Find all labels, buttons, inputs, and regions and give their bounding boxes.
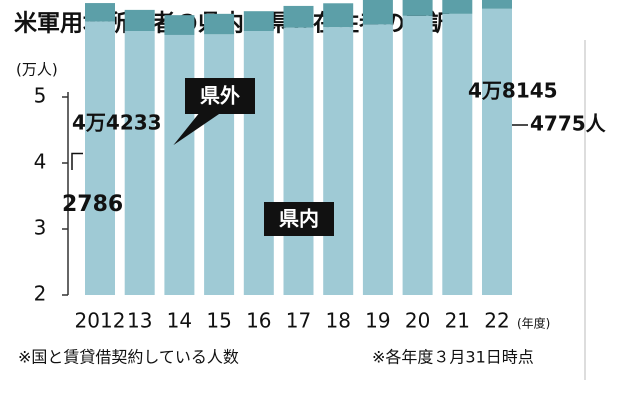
x-tick-label: 21 [445, 309, 470, 333]
bar-segment [283, 27, 314, 295]
bar-segment [243, 11, 274, 31]
x-tick-label: 20 [405, 309, 430, 333]
callout-box [264, 202, 334, 236]
bar-segment [323, 27, 354, 295]
value-label: 2786 [62, 192, 123, 217]
bar-segment [323, 3, 354, 28]
bar-segment [283, 5, 314, 28]
note: ※各年度３月31日時点 [372, 348, 534, 367]
bar-segment [482, 0, 512, 9]
bar-segment [124, 31, 155, 295]
bar-segment [482, 8, 512, 296]
bar-segment [85, 21, 115, 296]
y-tick-label: 3 [34, 216, 47, 240]
annotation: 4万8145 [468, 79, 558, 103]
note: ※国と賃貸借契約している人数 [18, 348, 239, 367]
x-tick-label: 2012 [75, 309, 126, 333]
bar-segment [124, 9, 155, 31]
x-tick-label: 16 [246, 309, 271, 333]
y-tick-label: 5 [34, 84, 47, 108]
y-tick-label: 4 [34, 150, 47, 174]
bar-segment [362, 0, 393, 25]
x-axis-label: (年度) [517, 316, 550, 331]
annotation: 4万4233 [72, 111, 162, 135]
bar-segment [204, 13, 235, 35]
label-leader [71, 152, 83, 170]
x-tick-label: 18 [325, 309, 350, 333]
x-tick-label: 22 [484, 309, 509, 333]
x-tick-label: 17 [286, 309, 311, 333]
bar-segment [442, 13, 473, 296]
callout-pointer [173, 112, 222, 146]
bar-segment [204, 34, 235, 296]
bar-segment [243, 31, 274, 295]
x-tick-label: 19 [365, 309, 390, 333]
value-label: 4775人 [530, 112, 607, 136]
bar-segment [402, 0, 433, 16]
bar-segment [402, 15, 433, 295]
callout-box [185, 78, 255, 114]
bar-segment [164, 34, 195, 296]
y-axis-label: (万人) [16, 61, 58, 79]
x-tick-label: 13 [127, 309, 152, 333]
y-tick-label: 2 [34, 282, 47, 306]
x-tick-label: 15 [206, 309, 231, 333]
legend-label: 県内 [279, 207, 319, 231]
x-tick-label: 14 [167, 309, 192, 333]
bar-segment [442, 0, 473, 14]
bar-segment [164, 15, 195, 35]
bar-segment [85, 3, 115, 22]
bar-segment [362, 24, 393, 296]
legend-label: 県外 [200, 84, 240, 108]
